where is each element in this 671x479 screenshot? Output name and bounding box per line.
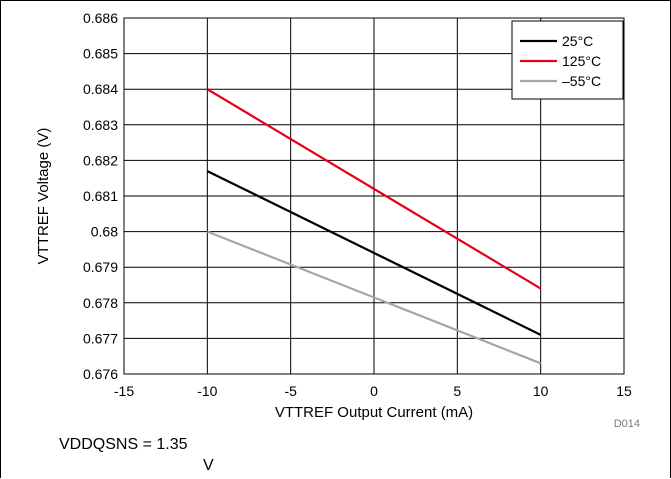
figure-code: D014 <box>614 418 640 430</box>
condition-note: VDDQSNS = 1.35 <box>59 436 188 453</box>
y-tick-label: 0.681 <box>83 188 118 204</box>
x-axis-ticks: -15 -10 -5 0 5 10 15 <box>114 383 632 399</box>
x-tick-label: 0 <box>370 383 378 399</box>
y-tick-label: 0.682 <box>83 152 118 168</box>
legend-label: –55°C <box>562 73 601 89</box>
x-tick-label: 15 <box>616 383 632 399</box>
x-axis-title: VTTREF Output Current (mA) <box>275 404 473 421</box>
series-lines <box>206 88 542 365</box>
y-tick-label: 0.678 <box>83 295 118 311</box>
y-tick-label: 0.68 <box>91 224 118 240</box>
condition-note-unit: V <box>203 457 214 474</box>
y-tick-label: 0.685 <box>83 46 118 62</box>
gridlines <box>123 17 625 375</box>
y-tick-label: 0.684 <box>83 81 118 97</box>
legend-label: 25°C <box>562 33 593 49</box>
y-tick-label: 0.676 <box>83 366 118 382</box>
y-axis-title: VTTREF Voltage (V) <box>35 128 52 265</box>
y-tick-label: 0.683 <box>83 117 118 133</box>
legend-label: 125°C <box>562 53 601 69</box>
x-tick-label: 5 <box>453 383 461 399</box>
x-tick-label: -10 <box>197 383 217 399</box>
y-tick-label: 0.677 <box>83 330 118 346</box>
series-line <box>206 170 542 336</box>
legend: 25°C 125°C –55°C <box>511 20 624 100</box>
x-tick-label: -5 <box>284 383 297 399</box>
line-chart: -15 -10 -5 0 5 10 15 0.6760.6770.6780.6790.680… <box>35 10 640 430</box>
series-line <box>206 88 542 290</box>
plot-area <box>123 17 625 375</box>
series-line <box>206 230 542 365</box>
y-axis-ticks: 0.676 0.677 0.678 0.679 0.68 0.681 0.682 0.683 0… <box>83 10 118 382</box>
y-tick-label: 0.679 <box>83 259 118 275</box>
y-tick-label: 0.686 <box>83 10 118 26</box>
x-tick-label: -15 <box>114 383 134 399</box>
x-tick-label: 10 <box>533 383 549 399</box>
